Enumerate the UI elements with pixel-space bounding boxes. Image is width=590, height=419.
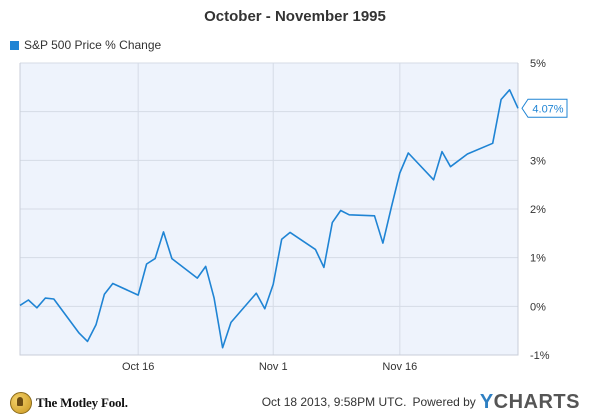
last-value-marker: 4.07% [521, 98, 568, 118]
legend-label: S&P 500 Price % Change [24, 38, 162, 52]
ycharts-logo-text: CHARTS [493, 391, 580, 413]
footer: The Motley Fool. Oct 18 2013, 9:58PM UTC… [0, 385, 590, 419]
ycharts-logo-y: Y [479, 391, 494, 413]
ycharts-logo[interactable]: YCHARTS [479, 391, 580, 413]
legend-swatch-icon [10, 40, 19, 50]
y-tick-label: -1% [530, 350, 550, 362]
y-tick-label: 5% [530, 58, 546, 70]
powered-by-label: Powered by [412, 395, 476, 409]
y-tick-label: 3% [530, 155, 546, 167]
plot-frame [19, 63, 519, 356]
x-tick-label: Oct 16 [122, 361, 154, 373]
grid-lines [19, 62, 519, 356]
series-line-sp500 [19, 89, 519, 349]
legend[interactable]: S&P 500 Price % Change [10, 38, 161, 52]
attribution: Oct 18 2013, 9:58PM UTC. Powered by YCHA… [261, 391, 580, 413]
y-tick-label: 1% [530, 253, 546, 265]
x-tick-label: Nov 16 [382, 361, 417, 373]
last-value-label: 4.07% [532, 103, 563, 115]
y-tick-label: 2% [530, 204, 546, 216]
chart-title: October - November 1995 [204, 8, 386, 25]
last-value-box [521, 98, 568, 118]
x-tick-label: Nov 1 [259, 361, 288, 373]
chart-timestamp: Oct 18 2013, 9:58PM UTC. [261, 395, 407, 409]
brand-name: The Motley Fool. [36, 395, 128, 410]
brand[interactable]: The Motley Fool. [10, 392, 128, 414]
y-tick-label: 0% [530, 301, 546, 313]
motley-fool-logo-icon [10, 392, 32, 414]
